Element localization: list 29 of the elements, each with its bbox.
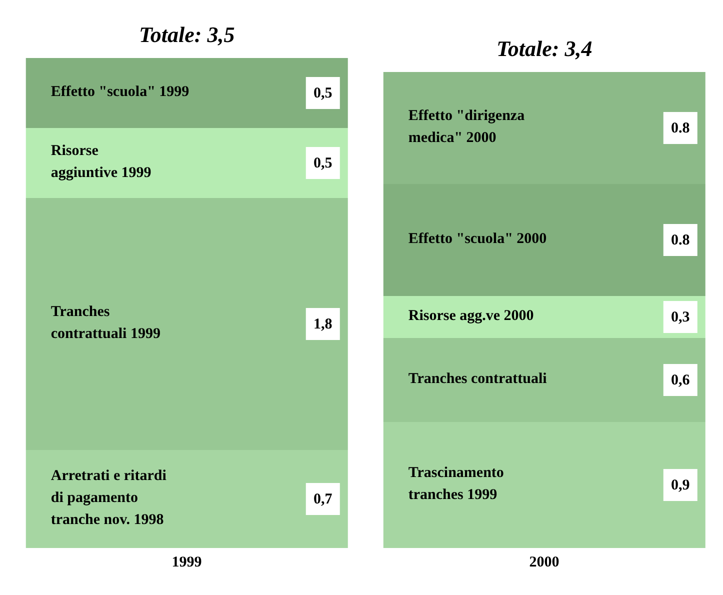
bar bbox=[26, 128, 348, 198]
data-label: 0,3 bbox=[671, 309, 690, 326]
data-label: 0.8 bbox=[671, 120, 690, 136]
bar bbox=[26, 198, 348, 450]
annotation: Arretrati e ritardi di pagamento tranche nov. 1998 bbox=[50, 468, 166, 528]
bar bbox=[26, 450, 348, 548]
data-label: 0,5 bbox=[314, 155, 332, 172]
annotation: Effetto "dirigenza medica" 2000 bbox=[408, 108, 526, 146]
data-label: 0,9 bbox=[671, 477, 690, 494]
data-label: 0,6 bbox=[671, 372, 690, 388]
annotation: Effetto "scuola" 2000 bbox=[408, 231, 547, 248]
bar bbox=[383, 422, 706, 548]
x-tick-label: 1999 bbox=[172, 554, 202, 571]
total-label: Totale: 3,5 bbox=[139, 22, 235, 47]
data-label: 1,8 bbox=[314, 316, 332, 332]
bar bbox=[383, 296, 706, 338]
data-label: 0,7 bbox=[314, 491, 333, 508]
data-label: 0.8 bbox=[671, 232, 690, 248]
x-tick-label: 2000 bbox=[529, 554, 560, 571]
data-label: 0,5 bbox=[314, 85, 332, 102]
bar bbox=[26, 58, 348, 128]
annotation: Tranches contrattuali bbox=[408, 371, 547, 388]
annotation: Tranches contrattuali 1999 bbox=[50, 304, 160, 342]
total-label: Totale: 3,4 bbox=[496, 36, 592, 61]
annotation: Risorse aggiuntive 1999 bbox=[50, 143, 152, 182]
annotation: Effetto "scuola" 1999 bbox=[50, 84, 190, 100]
bar bbox=[383, 338, 706, 422]
annotation: Risorse agg.ve 2000 bbox=[408, 308, 534, 324]
annotation: Trascinamento tranches 1999 bbox=[408, 465, 504, 504]
